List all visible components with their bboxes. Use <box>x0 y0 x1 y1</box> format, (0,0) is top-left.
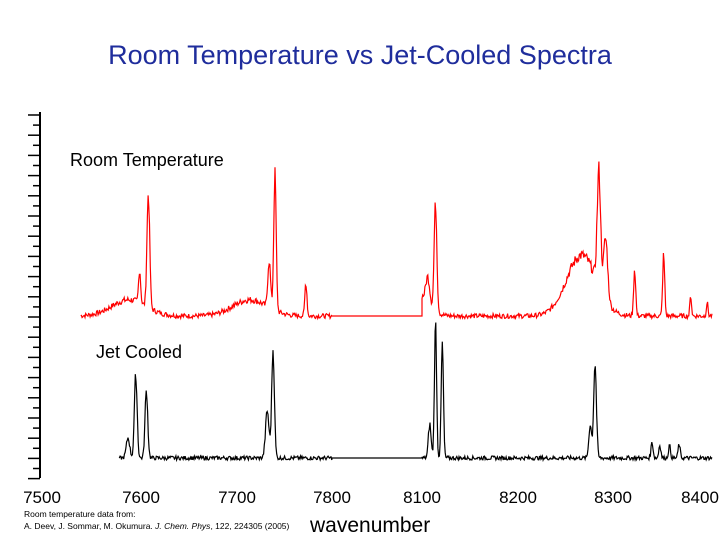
citation-line-2: A. Deev, J. Sommar, M. Okumura. J. Chem.… <box>24 521 290 531</box>
citation-line-1: Room temperature data from: <box>24 509 136 519</box>
x-tick-label: 7500 <box>23 488 61 507</box>
x-tick-label: 8300 <box>594 488 632 507</box>
y-axis <box>28 112 41 480</box>
x-tick-label: 7700 <box>218 488 256 507</box>
x-tick-label: 8400 <box>681 488 719 507</box>
room-temperature-series <box>80 161 713 321</box>
jet-cooled-series <box>118 322 713 463</box>
page-title: Room Temperature vs Jet-Cooled Spectra <box>108 40 612 70</box>
x-tick-label: 7800 <box>313 488 351 507</box>
room-temperature-label: Room Temperature <box>70 150 224 170</box>
x-tick-label: 8100 <box>403 488 441 507</box>
citation: Room temperature data from: A. Deev, J. … <box>24 508 289 532</box>
jet-cooled-label: Jet Cooled <box>96 342 183 362</box>
x-tick-label: 7600 <box>122 488 160 507</box>
x-tick-label: 8200 <box>499 488 537 507</box>
x-axis-label: wavenumber <box>310 514 431 537</box>
